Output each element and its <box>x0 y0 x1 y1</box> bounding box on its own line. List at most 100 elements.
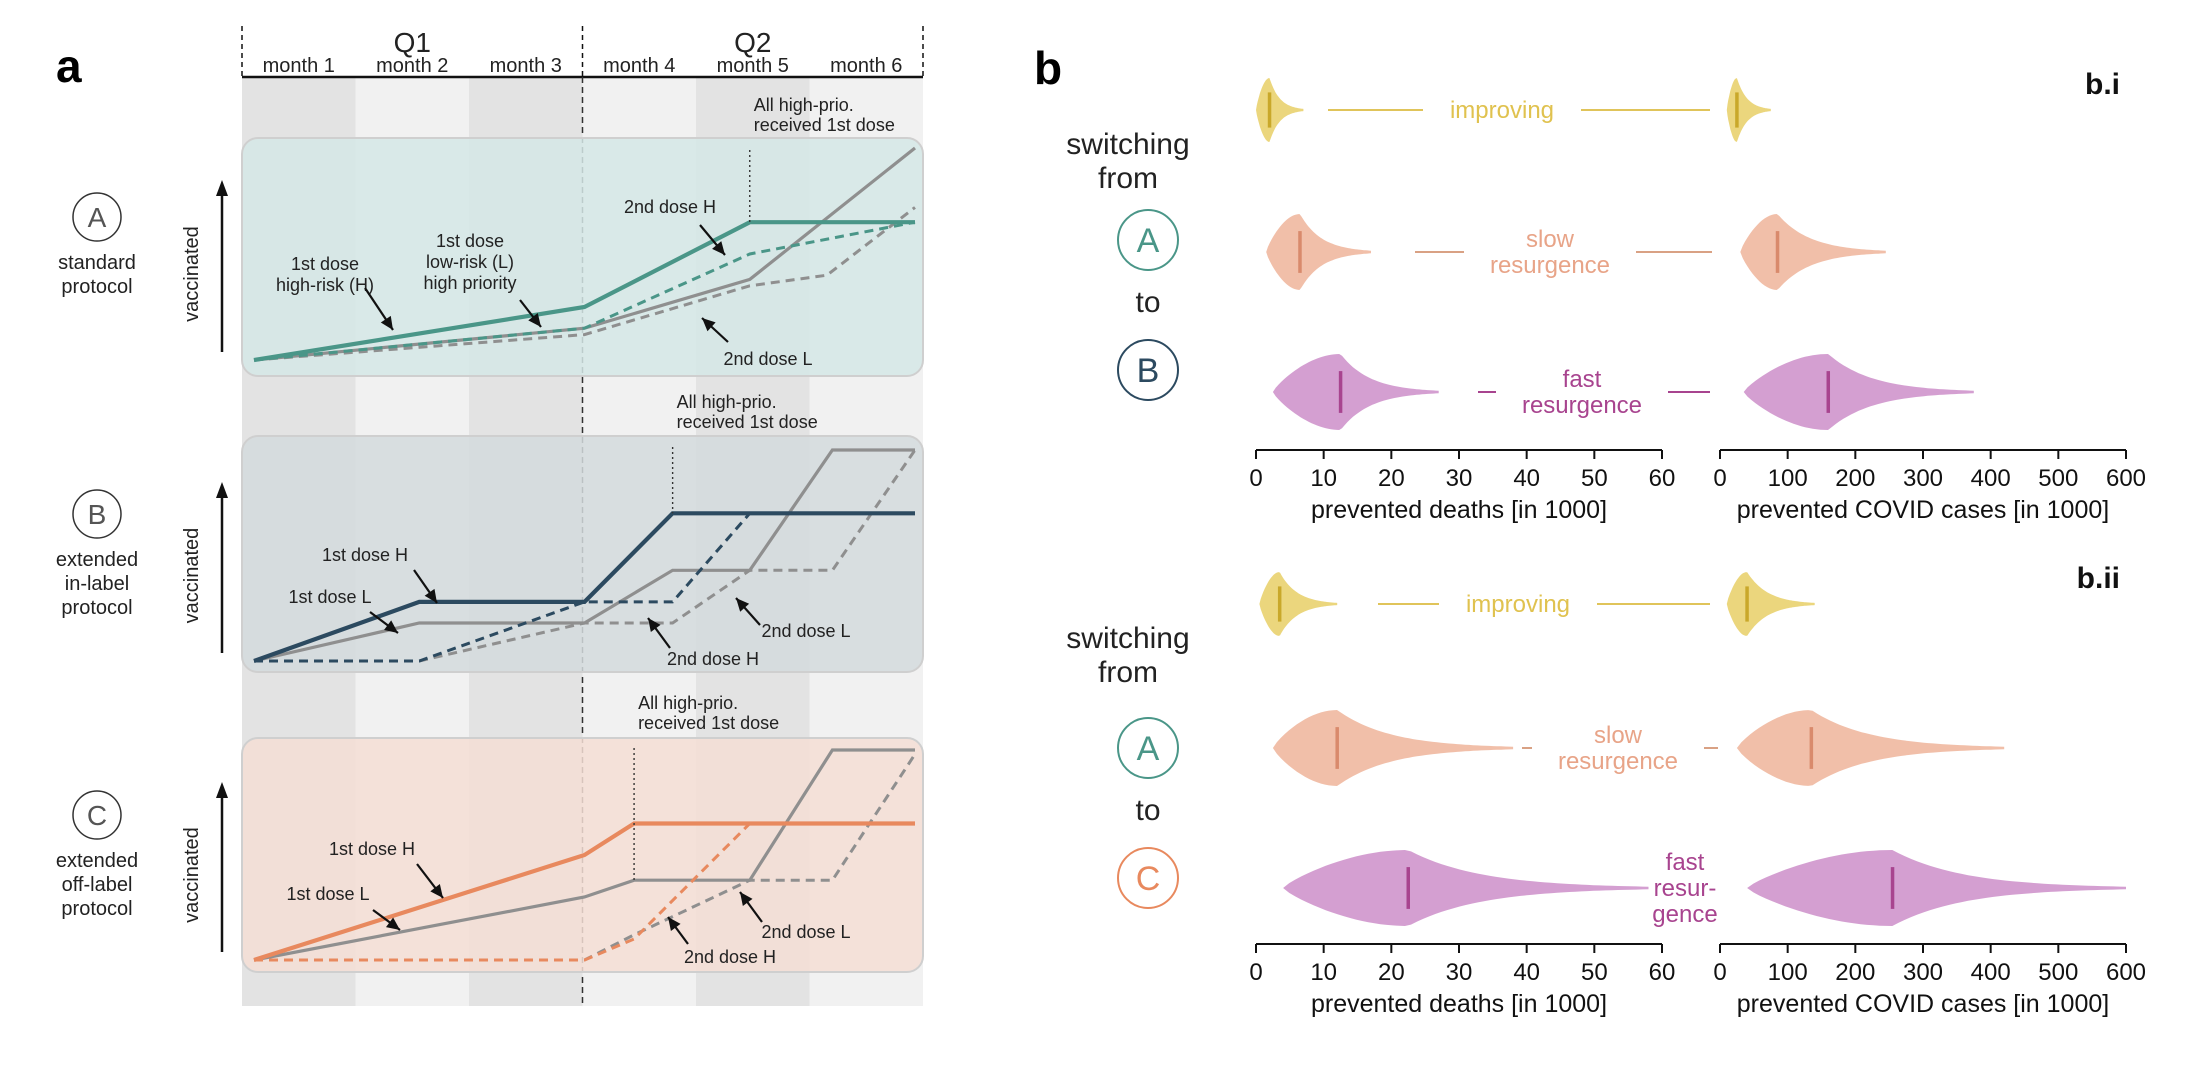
x-tick-label: 20 <box>1378 465 1405 492</box>
scenario-label: slow resurgence <box>1490 226 1610 279</box>
protocol-box <box>241 435 924 673</box>
x-tick-label: 100 <box>1768 959 1808 986</box>
violin-deaths <box>1272 710 1514 786</box>
protocol-name-line: extended <box>56 549 138 571</box>
switching-from-label-line: from <box>1098 162 1158 195</box>
x-axis-label: prevented COVID cases [in 1000] <box>1737 496 2109 524</box>
violin-deaths <box>1256 78 1304 142</box>
annotation-arrow-head <box>380 315 393 330</box>
x-tick-label: 500 <box>2038 959 2078 986</box>
x-axis-label: prevented deaths [in 1000] <box>1311 990 1607 1018</box>
label-second-dose-h: 2nd dose H <box>624 197 716 217</box>
from-badge-letter: A <box>1137 222 1160 260</box>
x-tick-label: 200 <box>1835 959 1875 986</box>
label-second-dose-l-line: 2nd dose L <box>761 922 850 942</box>
x-tick-label: 300 <box>1903 465 1943 492</box>
switching-from-label-line: switching <box>1066 622 1189 655</box>
target-badge-letter: B <box>1137 352 1160 390</box>
scenario-label-line: fast <box>1666 849 1705 876</box>
line-second-dose-l <box>253 206 916 362</box>
high-prio-note-line: received 1st dose <box>677 412 818 432</box>
violin-deaths <box>1259 572 1338 636</box>
scenario-label-line: improving <box>1450 97 1554 124</box>
label-second-dose-h-line: 2nd dose H <box>624 197 716 217</box>
x-tick-label: 0 <box>1713 465 1726 492</box>
protocol-badge <box>72 489 122 539</box>
x-tick-label: 0 <box>1713 959 1726 986</box>
scenario-label: improving <box>1466 591 1570 618</box>
from-badge <box>1117 209 1179 271</box>
high-prio-note-line: received 1st dose <box>754 115 895 135</box>
line-first-dose-h <box>253 511 915 663</box>
from-badge <box>1117 717 1179 779</box>
label-second-dose-h: 2nd dose H <box>667 649 759 669</box>
high-prio-note-line: All high-prio. <box>677 392 777 412</box>
label-second-dose-l-line: 2nd dose L <box>761 621 850 641</box>
month-label: month 6 <box>830 55 902 77</box>
protocol-name: standard protocol <box>58 252 136 298</box>
target-badge <box>1117 847 1179 909</box>
label-first-dose-h: 1st dose H <box>329 839 415 859</box>
switching-from-label: switching from <box>1066 622 1189 689</box>
protocol-name-line: extended <box>56 850 138 872</box>
x-tick-label: 30 <box>1446 959 1473 986</box>
x-tick-label: 40 <box>1513 959 1540 986</box>
annotation-arrow-head <box>736 598 750 612</box>
quarter-label: Q2 <box>734 27 771 58</box>
label-first-dose-l-line: 1st dose L <box>288 587 371 607</box>
scenario-label-line: resurgence <box>1490 252 1610 279</box>
label-first-dose-h: 1st dose H <box>322 545 408 565</box>
scenario-label-line: slow <box>1526 226 1575 253</box>
protocol-name-line: protocol <box>61 898 132 920</box>
line-second-dose-h <box>254 822 751 962</box>
protocol-name-line: protocol <box>61 597 132 619</box>
label-first-dose-l: 1st dose low-risk (L) high priority <box>423 231 516 293</box>
target-badge <box>1117 339 1179 401</box>
from-badge-letter: A <box>1137 730 1160 768</box>
panel-a: a Q1 Q2 month 1 month 2 month 3 month 4 month … <box>56 26 924 1006</box>
violin-cases <box>1747 850 2126 926</box>
protocol-badge <box>72 192 122 242</box>
line-second-dose-h <box>253 220 916 362</box>
to-label: to <box>1135 794 1160 827</box>
violin-cases <box>1726 78 1771 142</box>
x-axis-label: prevented deaths [in 1000] <box>1311 496 1607 524</box>
x-tick-label: 10 <box>1310 465 1337 492</box>
line-first-dose-h <box>253 220 915 363</box>
label-second-dose-l-line: 2nd dose L <box>723 349 812 369</box>
switching-from-label-line: switching <box>1066 128 1189 161</box>
label-first-dose-h-line: 1st dose H <box>322 545 408 565</box>
label-second-dose-h-line: 2nd dose H <box>684 947 776 967</box>
annotation-arrow-head <box>424 588 437 603</box>
annotation-arrow-head <box>712 241 725 255</box>
x-tick-label: 60 <box>1649 465 1676 492</box>
scenario-label-line: improving <box>1466 591 1570 618</box>
x-axis-label: prevented COVID cases [in 1000] <box>1737 990 2109 1018</box>
month-label: month 2 <box>376 55 448 77</box>
annotation-arrow-head <box>668 917 681 932</box>
switching-from-label: switching from <box>1066 128 1189 195</box>
scenario-label: slow resurgence <box>1558 722 1678 775</box>
month-label: month 4 <box>603 55 675 77</box>
vaccinated-label: vaccinated <box>181 226 203 322</box>
x-tick-label: 500 <box>2038 465 2078 492</box>
label-first-dose-l-line: 1st dose <box>436 231 504 251</box>
protocol-badge-letter: C <box>87 800 107 831</box>
label-first-dose-l: 1st dose L <box>286 884 369 904</box>
x-tick-label: 50 <box>1581 959 1608 986</box>
protocol-name-line: in-label <box>65 573 129 595</box>
protocol-name-line: off-label <box>62 874 133 896</box>
label-second-dose-l: 2nd dose L <box>761 922 850 942</box>
protocol-name-line: standard <box>58 252 136 274</box>
month-label: month 1 <box>263 55 335 77</box>
label-first-dose-h-line: high-risk (H) <box>276 275 374 295</box>
line-first-dose-h <box>253 821 915 963</box>
line-first-dose-l <box>253 448 915 663</box>
violin-cases <box>1743 354 1974 430</box>
